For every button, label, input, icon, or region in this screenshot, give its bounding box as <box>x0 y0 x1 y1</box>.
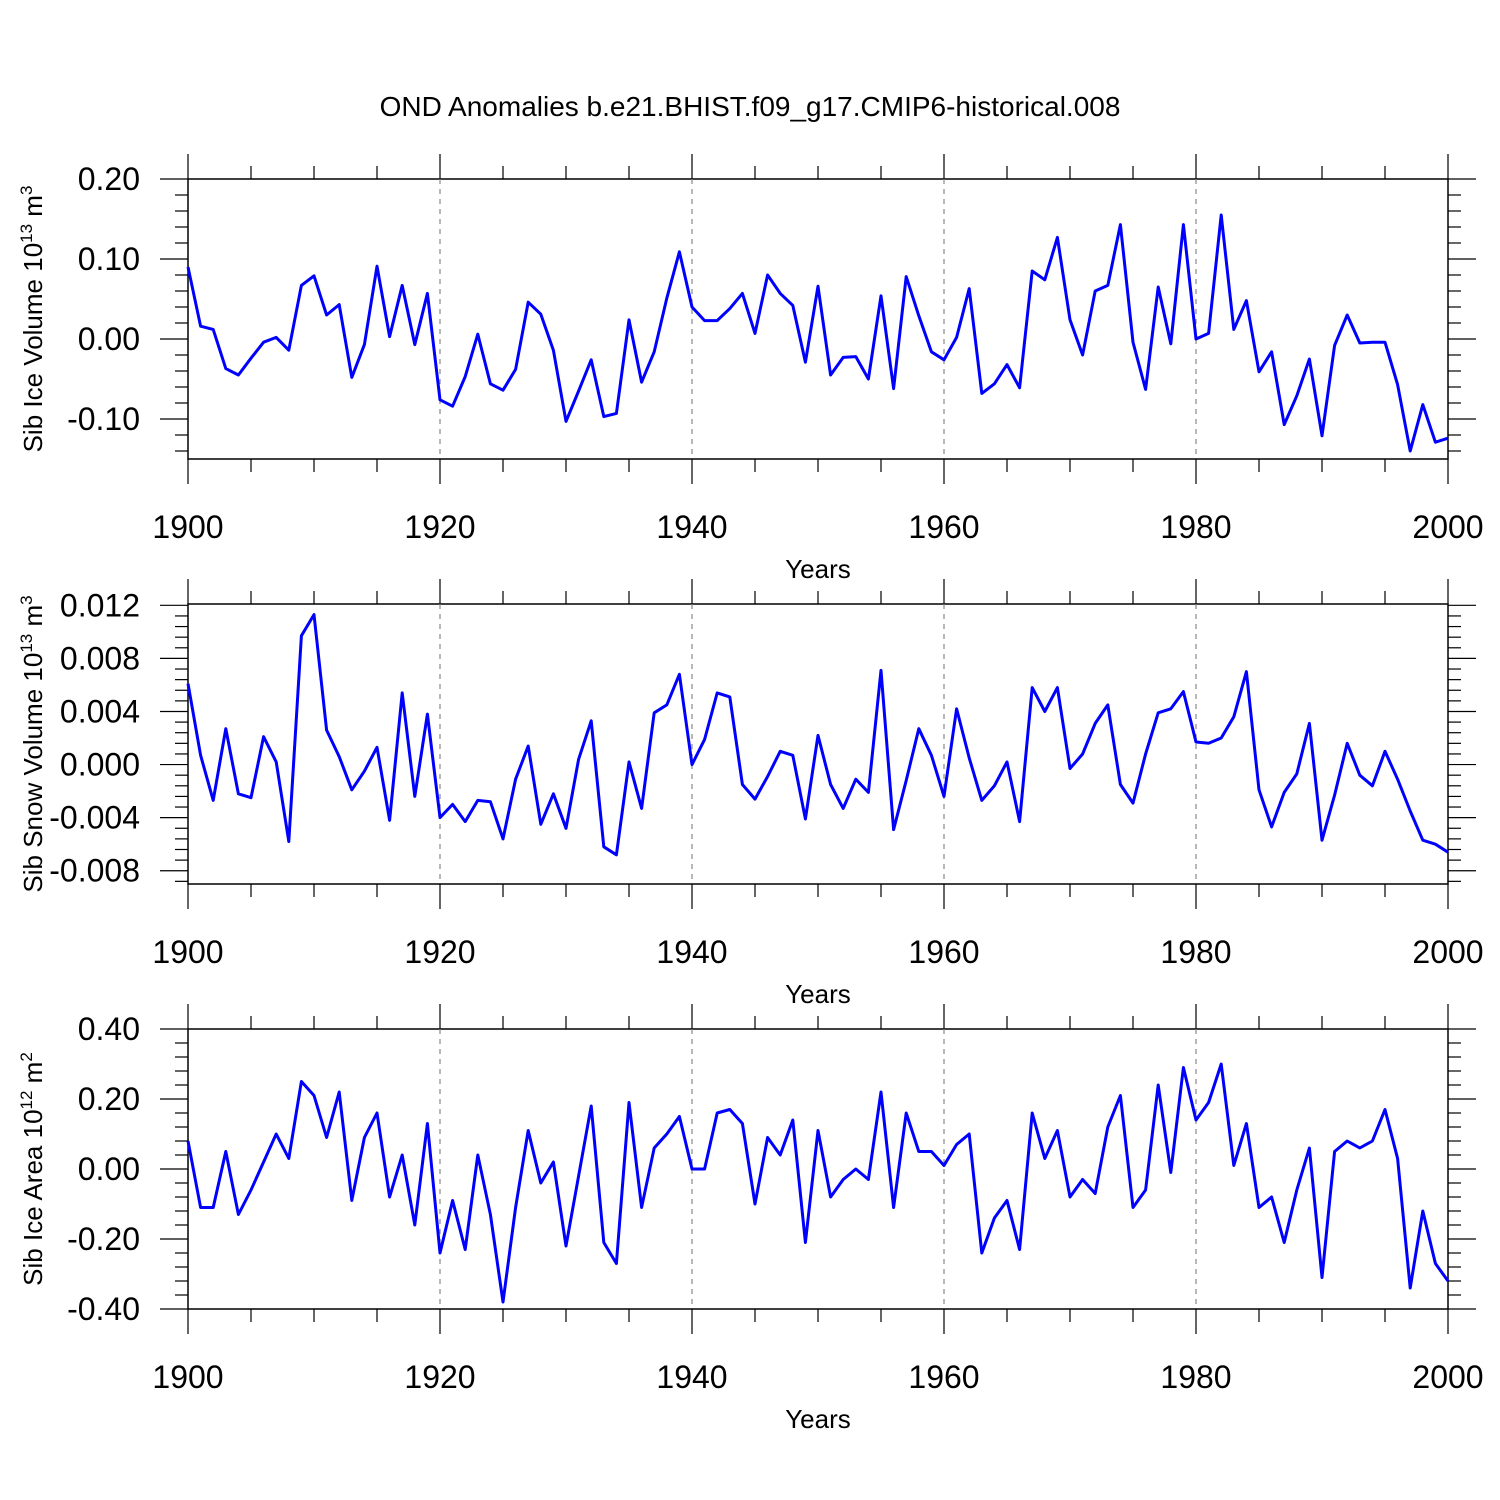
x-tick-label: 1960 <box>908 934 979 970</box>
y-tick-label: 0.20 <box>78 1081 140 1117</box>
x-tick-label: 1960 <box>908 1359 979 1395</box>
plot-frame <box>187 1028 1449 1310</box>
y-tick-label: 0.40 <box>78 1011 140 1047</box>
x-tick-label: 1940 <box>656 509 727 545</box>
y-axis-label: Sib Ice Volume 1013 m3 <box>17 186 48 453</box>
x-tick-label: 1940 <box>656 1359 727 1395</box>
chart-title: OND Anomalies b.e21.BHIST.f09_g17.CMIP6-… <box>380 91 1121 122</box>
x-tick-label: 2000 <box>1412 509 1483 545</box>
series-line <box>186 613 1449 857</box>
x-tick-label: 1940 <box>656 934 727 970</box>
x-tick-label: 1980 <box>1160 934 1231 970</box>
x-axis-label: Years <box>785 554 851 584</box>
series-line <box>186 1062 1450 1304</box>
panel-sib-ice-volume: 0.20 0.10 0.00 -0.10 1900 1920 1940 1960 1980 200… <box>17 154 1484 584</box>
x-tick-label: 1920 <box>404 1359 475 1395</box>
x-tick-label: 2000 <box>1412 1359 1483 1395</box>
series-line <box>186 213 1449 453</box>
y-axis-label: Sib Snow Volume 1013 m3 <box>17 595 48 892</box>
y-tick-label: 0.00 <box>78 321 140 357</box>
panel-sib-snow-volume: 0.012 0.008 0.004 0.000 -0.004 -0.008 1900 1920… <box>17 579 1484 1009</box>
x-axis-label: Years <box>785 1404 851 1434</box>
y-tick-label: -0.20 <box>67 1221 140 1257</box>
y-tick-label: -0.008 <box>49 853 140 889</box>
y-tick-label: 0.000 <box>60 747 140 783</box>
y-tick-label: 0.20 <box>78 161 140 197</box>
y-tick-label: 0.00 <box>78 1151 140 1187</box>
x-tick-label: 1920 <box>404 934 475 970</box>
x-tick-label: 2000 <box>1412 934 1483 970</box>
x-tick-label: 1980 <box>1160 509 1231 545</box>
x-axis-label: Years <box>785 979 851 1009</box>
y-axis-label: Sib Ice Area 1012 m2 <box>17 1052 48 1286</box>
x-tick-label: 1980 <box>1160 1359 1231 1395</box>
panel-sib-ice-area: 0.40 0.20 0.00 -0.20 -0.40 1900 1920 1940 1960 19… <box>17 1004 1484 1434</box>
x-tick-label: 1920 <box>404 509 475 545</box>
y-tick-label: -0.004 <box>49 800 140 836</box>
y-tick-label: 0.004 <box>60 693 140 729</box>
y-tick-label: 0.008 <box>60 640 140 676</box>
x-tick-label: 1900 <box>152 509 223 545</box>
plot-frame <box>187 178 1449 460</box>
x-tick-label: 1900 <box>152 934 223 970</box>
x-tick-label: 1960 <box>908 509 979 545</box>
y-tick-label: -0.10 <box>67 401 140 437</box>
y-tick-label: 0.10 <box>78 241 140 277</box>
y-tick-label: 0.012 <box>60 587 140 623</box>
x-tick-label: 1900 <box>152 1359 223 1395</box>
y-tick-label: -0.40 <box>67 1291 140 1327</box>
